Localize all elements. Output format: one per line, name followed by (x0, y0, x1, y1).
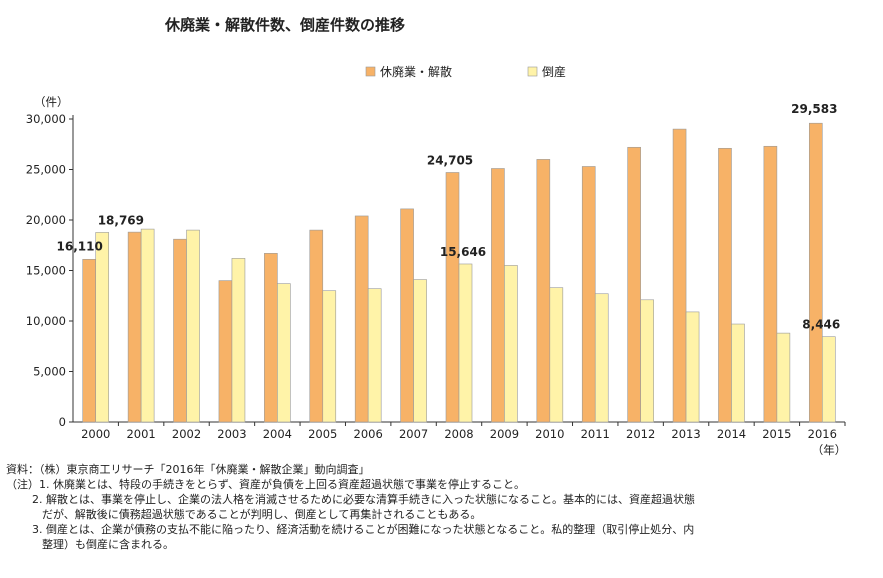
bar-tosan (549, 287, 564, 423)
note-1: （注）1. 休廃業とは、特段の手続きをとらず、資産が負債を上回る資産超過状態で事… (6, 478, 525, 491)
y-tick-label: 5,000 (33, 365, 66, 379)
bar-tosan (231, 258, 246, 423)
legend-label: 休廃業・解散 (380, 64, 452, 79)
bar-tosan (186, 229, 200, 423)
legend-swatch (527, 66, 538, 77)
x-tick-label: 2012 (626, 427, 655, 441)
x-tick-label: 2015 (762, 427, 791, 441)
bar-tosan (821, 336, 836, 423)
bar-kyuhaigyo (536, 159, 551, 423)
y-axis-unit-label: （件） (34, 95, 69, 109)
note-3-continued: 整理）も倒産に含まれる。 (42, 538, 174, 551)
source-note: 資料：（株）東京商工リサーチ「2016年「休廃業・解散企業」動向調査」 (6, 463, 370, 476)
bar-chart: 0 5,000 10,000 15,000 20,000 25,000 30,000 （件） 2… (26, 64, 847, 457)
x-tick-label: 2007 (399, 427, 428, 441)
x-tick-label: 2009 (490, 427, 519, 441)
y-tick-label: 20,000 (26, 213, 66, 227)
bar-kyuhaigyo (218, 280, 233, 423)
bar-tosan (504, 265, 518, 423)
data-label: 8,446 (802, 318, 840, 332)
data-label: 29,583 (791, 102, 837, 116)
bar-kyuhaigyo (354, 215, 369, 423)
y-tick-label: 30,000 (26, 112, 66, 126)
data-label: 24,705 (427, 153, 473, 167)
data-label: 15,646 (440, 245, 486, 259)
bar-kyuhaigyo (127, 231, 142, 423)
x-tick-label: 2010 (535, 427, 564, 441)
data-label: 16,110 (57, 239, 103, 253)
bar-tosan (140, 228, 155, 423)
bar-tosan (277, 283, 291, 423)
legend-label: 倒産 (542, 64, 566, 79)
chart-title: 休廃業・解散件数、倒産件数の推移 (165, 16, 406, 34)
bar-tosan (685, 311, 700, 423)
x-tick-label: 2003 (217, 427, 246, 441)
x-axis-unit-label: （年） (812, 443, 847, 457)
note-3: 3. 倒産とは、企業が債務の支払不能に陥ったり、経済活動を続けることが困難になっ… (32, 523, 695, 536)
bar-kyuhaigyo (491, 168, 505, 423)
x-tick-label: 2000 (81, 427, 110, 441)
bar-kyuhaigyo (581, 166, 596, 423)
y-tick-label: 15,000 (26, 264, 66, 278)
x-tick-label: 2006 (354, 427, 383, 441)
bar-kyuhaigyo (173, 238, 187, 423)
y-tick-label: 10,000 (26, 314, 66, 328)
bar-tosan (731, 323, 745, 423)
bar-tosan (776, 332, 791, 423)
x-tick-label: 2004 (263, 427, 292, 441)
y-tick-label: 25,000 (26, 163, 66, 177)
bar-kyuhaigyo (445, 172, 460, 423)
bar-kyuhaigyo (82, 258, 97, 423)
bar-kyuhaigyo (672, 128, 687, 423)
bar-kyuhaigyo (627, 146, 641, 423)
x-tick-label: 2008 (444, 427, 473, 441)
legend-swatch (365, 66, 376, 77)
bar-kyuhaigyo (763, 145, 778, 423)
x-tick-label: 2016 (808, 427, 837, 441)
bar-kyuhaigyo (264, 253, 278, 423)
y-tick-label: 0 (59, 415, 66, 429)
x-tick-label: 2001 (126, 427, 155, 441)
bar-tosan (458, 263, 473, 423)
bar-kyuhaigyo (400, 208, 414, 423)
x-tick-label: 2014 (717, 427, 746, 441)
bar-tosan (640, 299, 654, 423)
bar-tosan (413, 279, 427, 423)
data-label: 18,769 (98, 213, 144, 227)
x-tick-label: 2013 (671, 427, 700, 441)
bar-kyuhaigyo (309, 229, 324, 423)
bar-tosan (367, 288, 382, 423)
note-2-continued: だが、解散後に債務超過状態であることが判明し、倒産として再集計されることもある。 (42, 508, 482, 521)
x-tick-label: 2011 (581, 427, 610, 441)
bar-tosan (322, 290, 337, 423)
x-tick-label: 2002 (172, 427, 201, 441)
bar-tosan (594, 293, 609, 423)
x-tick-label: 2005 (308, 427, 337, 441)
bar-kyuhaigyo (808, 122, 823, 423)
bar-tosan (95, 232, 110, 423)
bar-kyuhaigyo (718, 147, 732, 423)
notes: 資料：（株）東京商工リサーチ「2016年「休廃業・解散企業」動向調査」 （注）1… (6, 462, 878, 552)
note-2: 2. 解散とは、事業を停止し、企業の法人格を消滅させるために必要な清算手続きに入… (32, 493, 695, 506)
